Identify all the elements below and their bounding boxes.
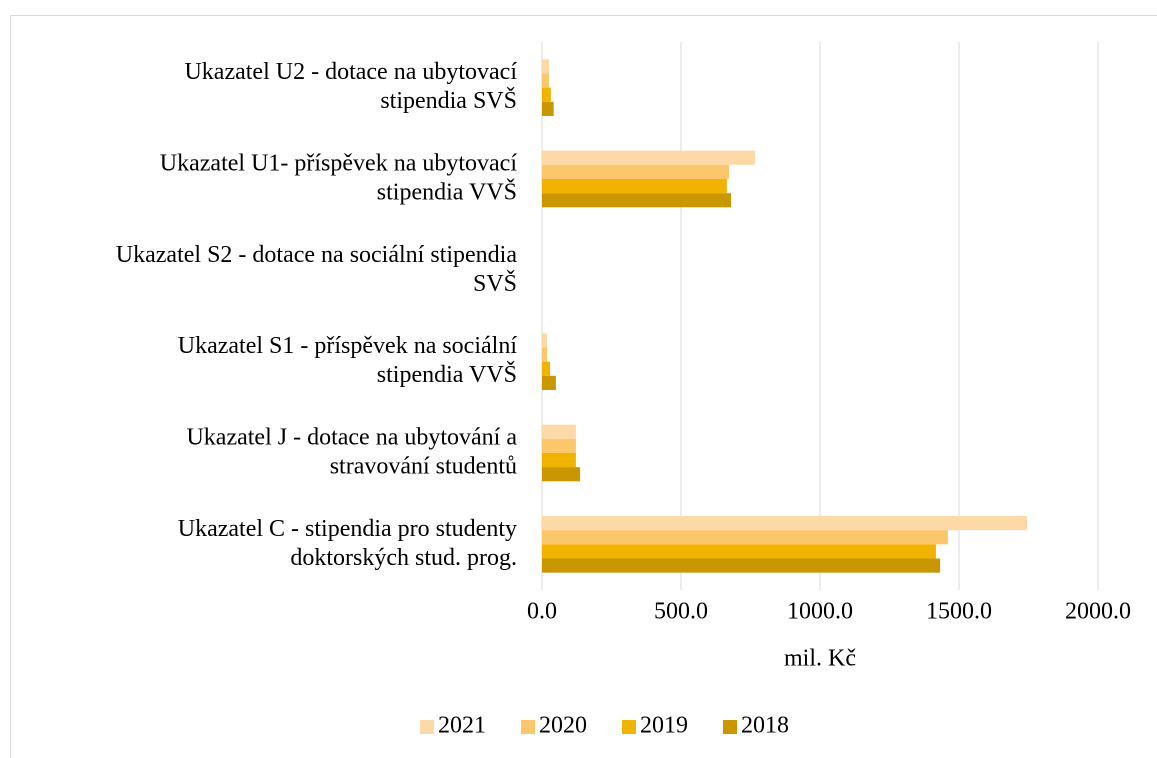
x-tick-label: 0.0 <box>527 599 557 625</box>
y-tick-label: Ukazatel U2 - dotace na ubytovací stipend… <box>184 59 517 114</box>
legend-swatch <box>521 720 535 734</box>
y-tick-label: Ukazatel U1- příspěvek na ubytovací stipe… <box>160 150 518 205</box>
bar <box>542 516 1028 531</box>
y-tick-label: Ukazatel J - dotace na ubytování a stravo… <box>186 424 517 479</box>
legend-swatch <box>622 720 636 734</box>
legend-label: 2018 <box>741 713 789 739</box>
bar <box>542 150 755 165</box>
bar <box>542 333 548 348</box>
bar <box>542 361 551 376</box>
bar <box>542 193 732 208</box>
bar <box>542 467 581 482</box>
bar <box>542 530 948 545</box>
legend-swatch <box>723 720 737 734</box>
bar <box>542 544 936 559</box>
x-tick-label: 1000.0 <box>787 599 853 625</box>
legend-swatch <box>420 720 434 734</box>
bar <box>542 558 941 573</box>
x-tick-label: 2000.0 <box>1065 599 1131 625</box>
y-tick-label: Ukazatel C - stipendia pro studenty dokto… <box>178 515 517 570</box>
x-axis-label: mil. Kč <box>784 646 856 672</box>
bar <box>542 347 548 362</box>
y-tick-label: Ukazatel S2 - dotace na sociální stipend… <box>116 241 518 296</box>
bar <box>542 59 549 74</box>
legend-label: 2020 <box>539 713 587 739</box>
bar <box>542 87 551 102</box>
bar <box>542 424 576 439</box>
bar <box>542 164 730 179</box>
legend-label: 2019 <box>640 713 688 739</box>
x-tick-label: 500.0 <box>654 599 708 625</box>
chart-frame <box>10 15 1157 758</box>
bar <box>542 73 549 88</box>
legend-label: 2021 <box>438 713 486 739</box>
bar <box>542 101 554 116</box>
bar <box>542 375 556 390</box>
bar <box>542 438 576 453</box>
bar <box>542 453 576 468</box>
x-tick-label: 1500.0 <box>926 599 992 625</box>
bar <box>542 179 727 194</box>
y-tick-label: Ukazatel S1 - příspěvek na sociální stipe… <box>178 333 518 388</box>
